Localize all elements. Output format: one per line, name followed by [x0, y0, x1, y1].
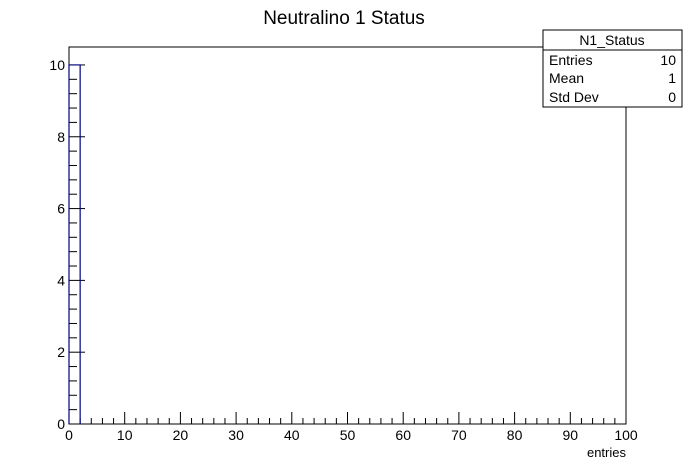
x-tick-label: 0 — [65, 427, 73, 443]
x-tick-label: 30 — [228, 427, 244, 443]
stats-box-title: N1_Status — [579, 32, 644, 48]
chart-title: Neutralino 1 Status — [263, 8, 425, 29]
stats-entries-label: Entries — [549, 52, 593, 68]
x-tick-label: 20 — [173, 427, 189, 443]
y-tick-label: 8 — [57, 129, 65, 145]
histogram-bars — [68, 64, 81, 424]
stats-box: N1_Status Entries 10 Mean 1 Std Dev 0 — [542, 29, 683, 108]
stats-entries-value: 10 — [660, 52, 676, 68]
x-axis-title: entries — [587, 445, 627, 460]
y-axis: 0 2 4 6 8 10 — [49, 57, 85, 432]
x-tick-label: 90 — [563, 427, 579, 443]
y-tick-label: 2 — [57, 344, 65, 360]
histogram-bin — [68, 64, 81, 424]
y-tick-label: 0 — [57, 416, 65, 432]
x-tick-label: 60 — [395, 427, 411, 443]
y-tick-label: 10 — [49, 57, 65, 73]
x-tick-label: 70 — [451, 427, 467, 443]
x-tick-label: 100 — [614, 427, 638, 443]
x-tick-label: 50 — [340, 427, 356, 443]
plot-frame — [68, 46, 627, 425]
x-axis: 0 10 20 30 40 50 60 70 80 90 100 — [65, 412, 638, 443]
stats-mean-value: 1 — [668, 70, 676, 86]
y-tick-label: 6 — [57, 201, 65, 217]
stats-stddev-label: Std Dev — [549, 89, 599, 105]
y-tick-label: 4 — [57, 272, 65, 288]
stats-stddev-value: 0 — [668, 89, 676, 105]
x-tick-label: 10 — [117, 427, 133, 443]
stats-mean-label: Mean — [549, 70, 584, 86]
x-tick-label: 40 — [284, 427, 300, 443]
x-tick-label: 80 — [507, 427, 523, 443]
stats-box-frame — [542, 29, 683, 108]
